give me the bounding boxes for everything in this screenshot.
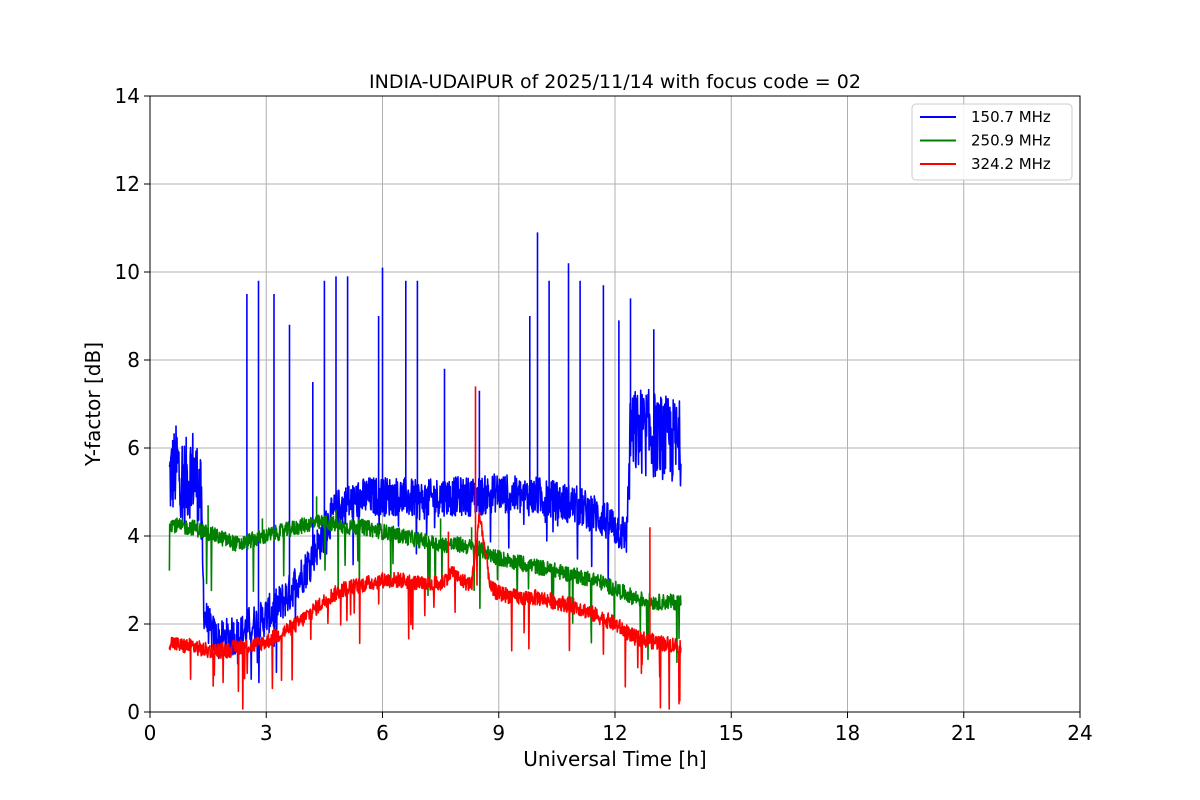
legend: 150.7 MHz 250.9 MHz 324.2 MHz [911,103,1073,181]
legend-label-250-9-mhz: 250.9 MHz [971,132,1051,150]
x-tick-label: 0 [144,721,157,745]
x-tick-label: 9 [492,721,505,745]
x-axis-label: Universal Time [h] [523,747,706,771]
y-axis-label: Y-factor [dB] [81,342,105,467]
legend-label-324-2-mhz: 324.2 MHz [971,155,1051,173]
series-line-250-9-mhz [168,496,682,664]
y-tick-label: 6 [127,436,140,460]
series-line-324-2-mhz [168,386,682,710]
x-tick-label: 21 [951,721,976,745]
x-tick-label: 15 [719,721,744,745]
x-tick-label: 6 [376,721,389,745]
y-tick-label: 0 [127,700,140,724]
x-tick-label: 24 [1067,721,1092,745]
plot-series [168,232,682,710]
y-tick-label: 14 [115,84,140,108]
y-tick-label: 10 [115,260,140,284]
y-tick-label: 4 [127,524,140,548]
chart-title: INDIA-UDAIPUR of 2025/11/14 with focus c… [369,71,861,93]
legend-label-150-7-mhz: 150.7 MHz [971,108,1051,126]
y-tick-label: 2 [127,612,140,636]
x-tick-label: 18 [835,721,860,745]
y-tick-label: 12 [115,172,140,196]
series-line-150-7-mhz [168,232,682,684]
x-tick-label: 12 [602,721,627,745]
legend-box [911,103,1073,181]
x-tick-label: 3 [260,721,273,745]
y-tick-label: 8 [127,348,140,372]
